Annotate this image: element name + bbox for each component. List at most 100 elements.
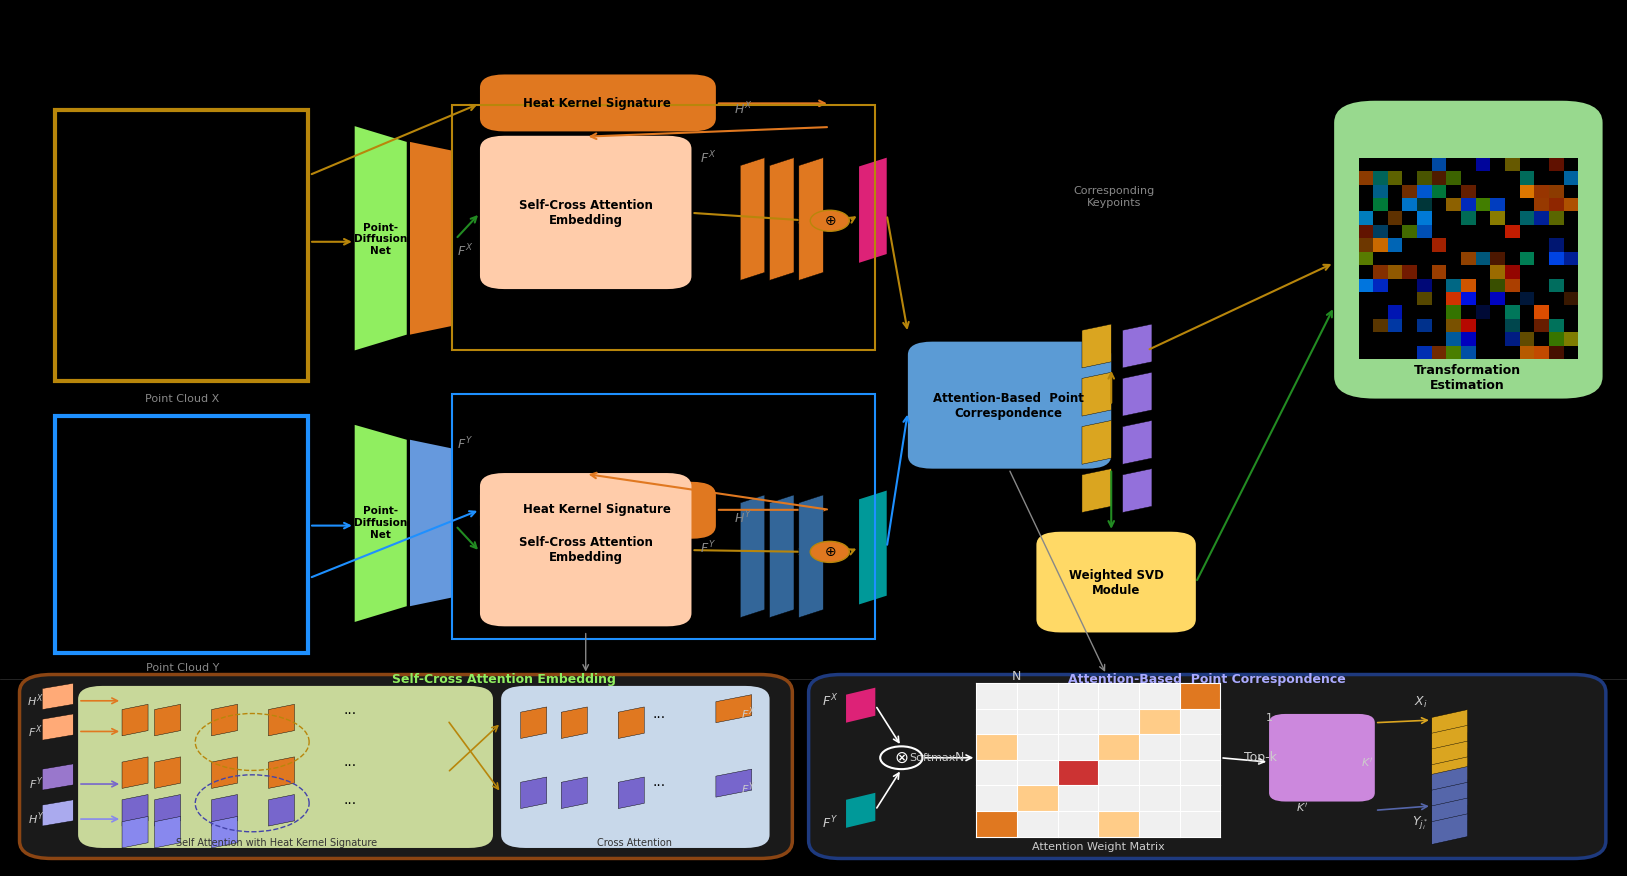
Bar (1476, 185, 1490, 198)
FancyBboxPatch shape (1269, 714, 1375, 802)
Bar (1373, 265, 1388, 279)
Polygon shape (1432, 782, 1468, 813)
Bar (68, 605, 81, 617)
Bar (1549, 319, 1564, 332)
Bar (257, 582, 270, 594)
Bar (132, 151, 143, 164)
Bar (81, 416, 93, 427)
Bar (1520, 158, 1534, 171)
Bar (220, 137, 233, 151)
Bar (119, 124, 132, 137)
Bar (1359, 265, 1373, 279)
Bar (194, 110, 207, 124)
Bar (220, 428, 233, 440)
Bar (220, 218, 233, 232)
Bar (1402, 346, 1417, 359)
Bar (220, 641, 233, 653)
FancyBboxPatch shape (1139, 709, 1180, 734)
Text: Point Cloud X: Point Cloud X (145, 393, 220, 404)
Bar (233, 522, 244, 534)
Bar (233, 205, 244, 218)
Bar (1534, 251, 1549, 265)
Bar (257, 191, 270, 205)
Polygon shape (268, 757, 294, 788)
Bar (233, 341, 244, 354)
Bar (294, 110, 308, 124)
Bar (1549, 346, 1564, 359)
Bar (132, 605, 143, 617)
Bar (182, 124, 194, 137)
FancyBboxPatch shape (78, 686, 493, 848)
Bar (81, 582, 93, 594)
Bar (156, 605, 169, 617)
Bar (156, 110, 169, 124)
Bar (68, 314, 81, 327)
Bar (294, 232, 308, 245)
Bar (119, 232, 132, 245)
Bar (207, 452, 220, 463)
Bar (283, 475, 294, 487)
Bar (294, 629, 308, 641)
Bar (119, 368, 132, 381)
Bar (1490, 265, 1505, 279)
Text: $\otimes$: $\otimes$ (895, 749, 908, 766)
Bar (207, 341, 220, 354)
Bar (106, 245, 119, 259)
Bar (220, 605, 233, 617)
Bar (194, 368, 207, 381)
Bar (132, 416, 143, 427)
Bar (156, 511, 169, 522)
Bar (106, 124, 119, 137)
Polygon shape (1432, 725, 1468, 756)
Bar (244, 232, 257, 245)
Bar (294, 475, 308, 487)
Bar (143, 286, 156, 300)
Bar (1402, 238, 1417, 251)
Bar (1564, 346, 1578, 359)
Bar (55, 205, 68, 218)
Bar (68, 300, 81, 314)
Bar (106, 137, 119, 151)
Bar (244, 218, 257, 232)
Bar (132, 205, 143, 218)
Bar (220, 558, 233, 569)
Bar (55, 300, 68, 314)
Bar (233, 245, 244, 259)
Bar (233, 511, 244, 522)
Bar (1505, 279, 1520, 292)
Polygon shape (1082, 420, 1111, 464)
Text: N: N (1012, 670, 1022, 682)
Bar (68, 416, 81, 427)
Bar (55, 511, 68, 522)
Bar (106, 368, 119, 381)
Bar (106, 641, 119, 653)
Bar (294, 124, 308, 137)
Bar (270, 547, 281, 558)
Bar (207, 487, 220, 499)
Bar (68, 151, 81, 164)
Bar (169, 286, 182, 300)
Bar (68, 511, 81, 522)
Bar (1505, 251, 1520, 265)
Bar (143, 314, 156, 327)
Bar (194, 300, 207, 314)
Bar (169, 522, 182, 534)
Bar (156, 327, 169, 341)
Bar (1388, 198, 1402, 211)
Bar (182, 440, 194, 452)
Bar (55, 522, 68, 534)
Bar (119, 522, 132, 534)
Bar (93, 452, 106, 463)
Bar (182, 232, 194, 245)
Text: 1: 1 (1266, 713, 1272, 724)
Bar (1388, 171, 1402, 185)
Bar (283, 522, 294, 534)
Bar (1373, 319, 1388, 332)
Bar (220, 272, 233, 286)
Bar (233, 440, 244, 452)
Bar (93, 463, 106, 475)
Bar (1446, 292, 1461, 306)
Bar (257, 341, 270, 354)
Bar (283, 341, 294, 354)
Bar (244, 354, 257, 368)
